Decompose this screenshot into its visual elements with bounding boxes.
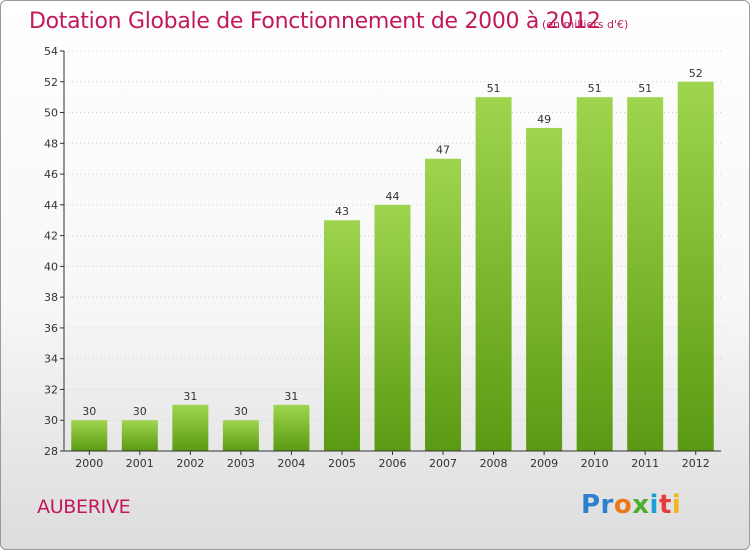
y-tick-label: 38 xyxy=(44,291,58,304)
x-tick-label: 2000 xyxy=(75,457,103,470)
bar-value-label: 47 xyxy=(436,144,450,157)
bars xyxy=(71,81,714,452)
place-name: AUBERIVE xyxy=(37,496,131,518)
y-tick-label: 50 xyxy=(44,107,58,120)
bar xyxy=(71,420,108,451)
bar xyxy=(576,97,613,452)
logo-part: x xyxy=(632,490,650,520)
bar xyxy=(374,204,411,451)
x-tick-label: 2004 xyxy=(277,457,305,470)
bar xyxy=(425,158,462,451)
x-tick-label: 2003 xyxy=(227,457,255,470)
bar xyxy=(323,220,360,451)
x-tick-label: 2005 xyxy=(328,457,356,470)
x-tick-label: 2008 xyxy=(480,457,508,470)
bar xyxy=(273,404,310,451)
y-tick-label: 36 xyxy=(44,322,58,335)
bar-value-label: 52 xyxy=(689,67,703,80)
bar xyxy=(172,404,209,451)
bar-value-label: 30 xyxy=(234,405,248,418)
x-tick-label: 2011 xyxy=(631,457,659,470)
bar-value-label: 51 xyxy=(588,82,602,95)
y-tick-label: 40 xyxy=(44,260,58,273)
x-tick-label: 2012 xyxy=(682,457,710,470)
y-tick-label: 42 xyxy=(44,230,58,243)
bar-value-label: 30 xyxy=(133,405,147,418)
bar-value-label: 31 xyxy=(183,390,197,403)
labels: 28 30 32 34 36 38 40 42 44 46 48 50 52 54 30 2000 30 2001… xyxy=(44,45,710,470)
x-tick-label: 2002 xyxy=(176,457,204,470)
logo-part: i xyxy=(671,490,682,520)
y-tick-label: 30 xyxy=(44,414,58,427)
bar xyxy=(475,97,512,452)
logo-part: t xyxy=(658,490,672,520)
y-tick-label: 34 xyxy=(44,353,58,366)
y-tick-label: 46 xyxy=(44,168,58,181)
x-tick-label: 2009 xyxy=(530,457,558,470)
bar xyxy=(677,81,714,452)
proxiti-logo[interactable]: Proxiti xyxy=(581,490,681,520)
bar-value-label: 51 xyxy=(487,82,501,95)
y-tick-label: 32 xyxy=(44,383,58,396)
chart-subtitle: (en milliers d'€) xyxy=(542,18,629,31)
bar xyxy=(627,97,664,452)
bar xyxy=(121,420,158,451)
bar-value-label: 49 xyxy=(537,113,551,126)
x-tick-label: 2007 xyxy=(429,457,457,470)
bar-value-label: 31 xyxy=(284,390,298,403)
y-tick-label: 48 xyxy=(44,137,58,150)
x-tick-label: 2006 xyxy=(379,457,407,470)
y-tick-label: 28 xyxy=(44,445,58,458)
y-tick-label: 44 xyxy=(44,199,58,212)
logo-part: i xyxy=(649,490,659,520)
y-tick-label: 54 xyxy=(44,45,58,58)
chart-title: Dotation Globale de Fonctionnement de 20… xyxy=(29,9,601,34)
bar-value-label: 51 xyxy=(638,82,652,95)
bar-value-label: 44 xyxy=(386,190,400,203)
logo-part: o xyxy=(613,490,633,520)
x-tick-label: 2010 xyxy=(581,457,609,470)
bar xyxy=(526,127,563,451)
bar-value-label: 30 xyxy=(82,405,96,418)
y-tick-label: 52 xyxy=(44,76,58,89)
bar xyxy=(222,420,259,451)
logo-part: Pr xyxy=(581,490,614,520)
x-tick-label: 2001 xyxy=(126,457,154,470)
axes xyxy=(60,50,721,455)
bar-value-label: 43 xyxy=(335,205,349,218)
